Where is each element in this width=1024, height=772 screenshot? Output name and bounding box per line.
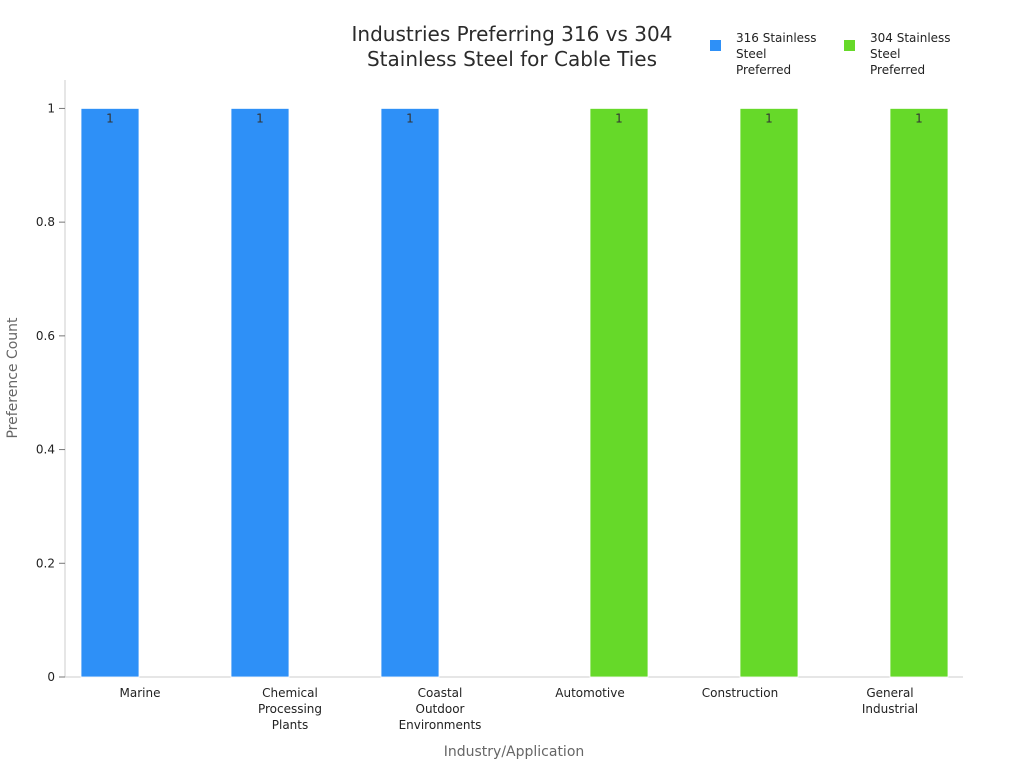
bars (80, 108, 949, 678)
y-tick-label: 0.4 (36, 443, 55, 457)
x-tick-label: General Industrial (862, 686, 918, 716)
data-label: 1 (406, 111, 414, 125)
y-tick-label: 0.8 (36, 215, 55, 229)
y-axis: 0 0.2 0.4 0.6 0.8 1 (36, 80, 66, 684)
bar (739, 108, 799, 678)
legend-swatch (710, 40, 721, 51)
x-tick-label: Chemical Processing Plants (258, 686, 322, 732)
bar (230, 108, 290, 678)
data-label: 1 (615, 111, 623, 125)
y-tick-label: 1 (47, 101, 55, 115)
x-tick-label: Construction (702, 686, 778, 700)
y-axis-title: Preference Count (5, 317, 21, 439)
bar (889, 108, 949, 678)
x-axis: Marine Chemical Processing Plants Coastal Out… (65, 676, 963, 732)
legend-item: 316 Stainless Steel Preferred (710, 31, 817, 77)
legend-item: 304 Stainless Steel Preferred (844, 31, 951, 77)
x-tick-label: Coastal Outdoor Environments (399, 686, 482, 732)
y-tick-label: 0 (47, 670, 55, 684)
legend: 316 Stainless Steel Preferred 304 Stainless… (710, 31, 951, 77)
y-tick-label: 0.6 (36, 329, 55, 343)
data-labels: 1 1 1 1 1 1 (106, 111, 923, 125)
data-label: 1 (256, 111, 264, 125)
bar (380, 108, 440, 678)
x-tick-label: Marine (120, 686, 161, 700)
x-tick-label: Automotive (555, 686, 624, 700)
x-axis-title: Industry/Application (444, 744, 585, 760)
bar (80, 108, 140, 678)
bar (589, 108, 649, 678)
legend-swatch (844, 40, 855, 51)
chart-title-line-2: Stainless Steel for Cable Ties (367, 47, 657, 71)
y-tick-label: 0.2 (36, 556, 55, 570)
legend-label: 304 Stainless Steel Preferred (870, 31, 951, 77)
legend-label: 316 Stainless Steel Preferred (736, 31, 817, 77)
data-label: 1 (915, 111, 923, 125)
data-label: 1 (106, 111, 114, 125)
data-label: 1 (765, 111, 773, 125)
chart-title-line-1: Industries Preferring 316 vs 304 (352, 22, 673, 46)
